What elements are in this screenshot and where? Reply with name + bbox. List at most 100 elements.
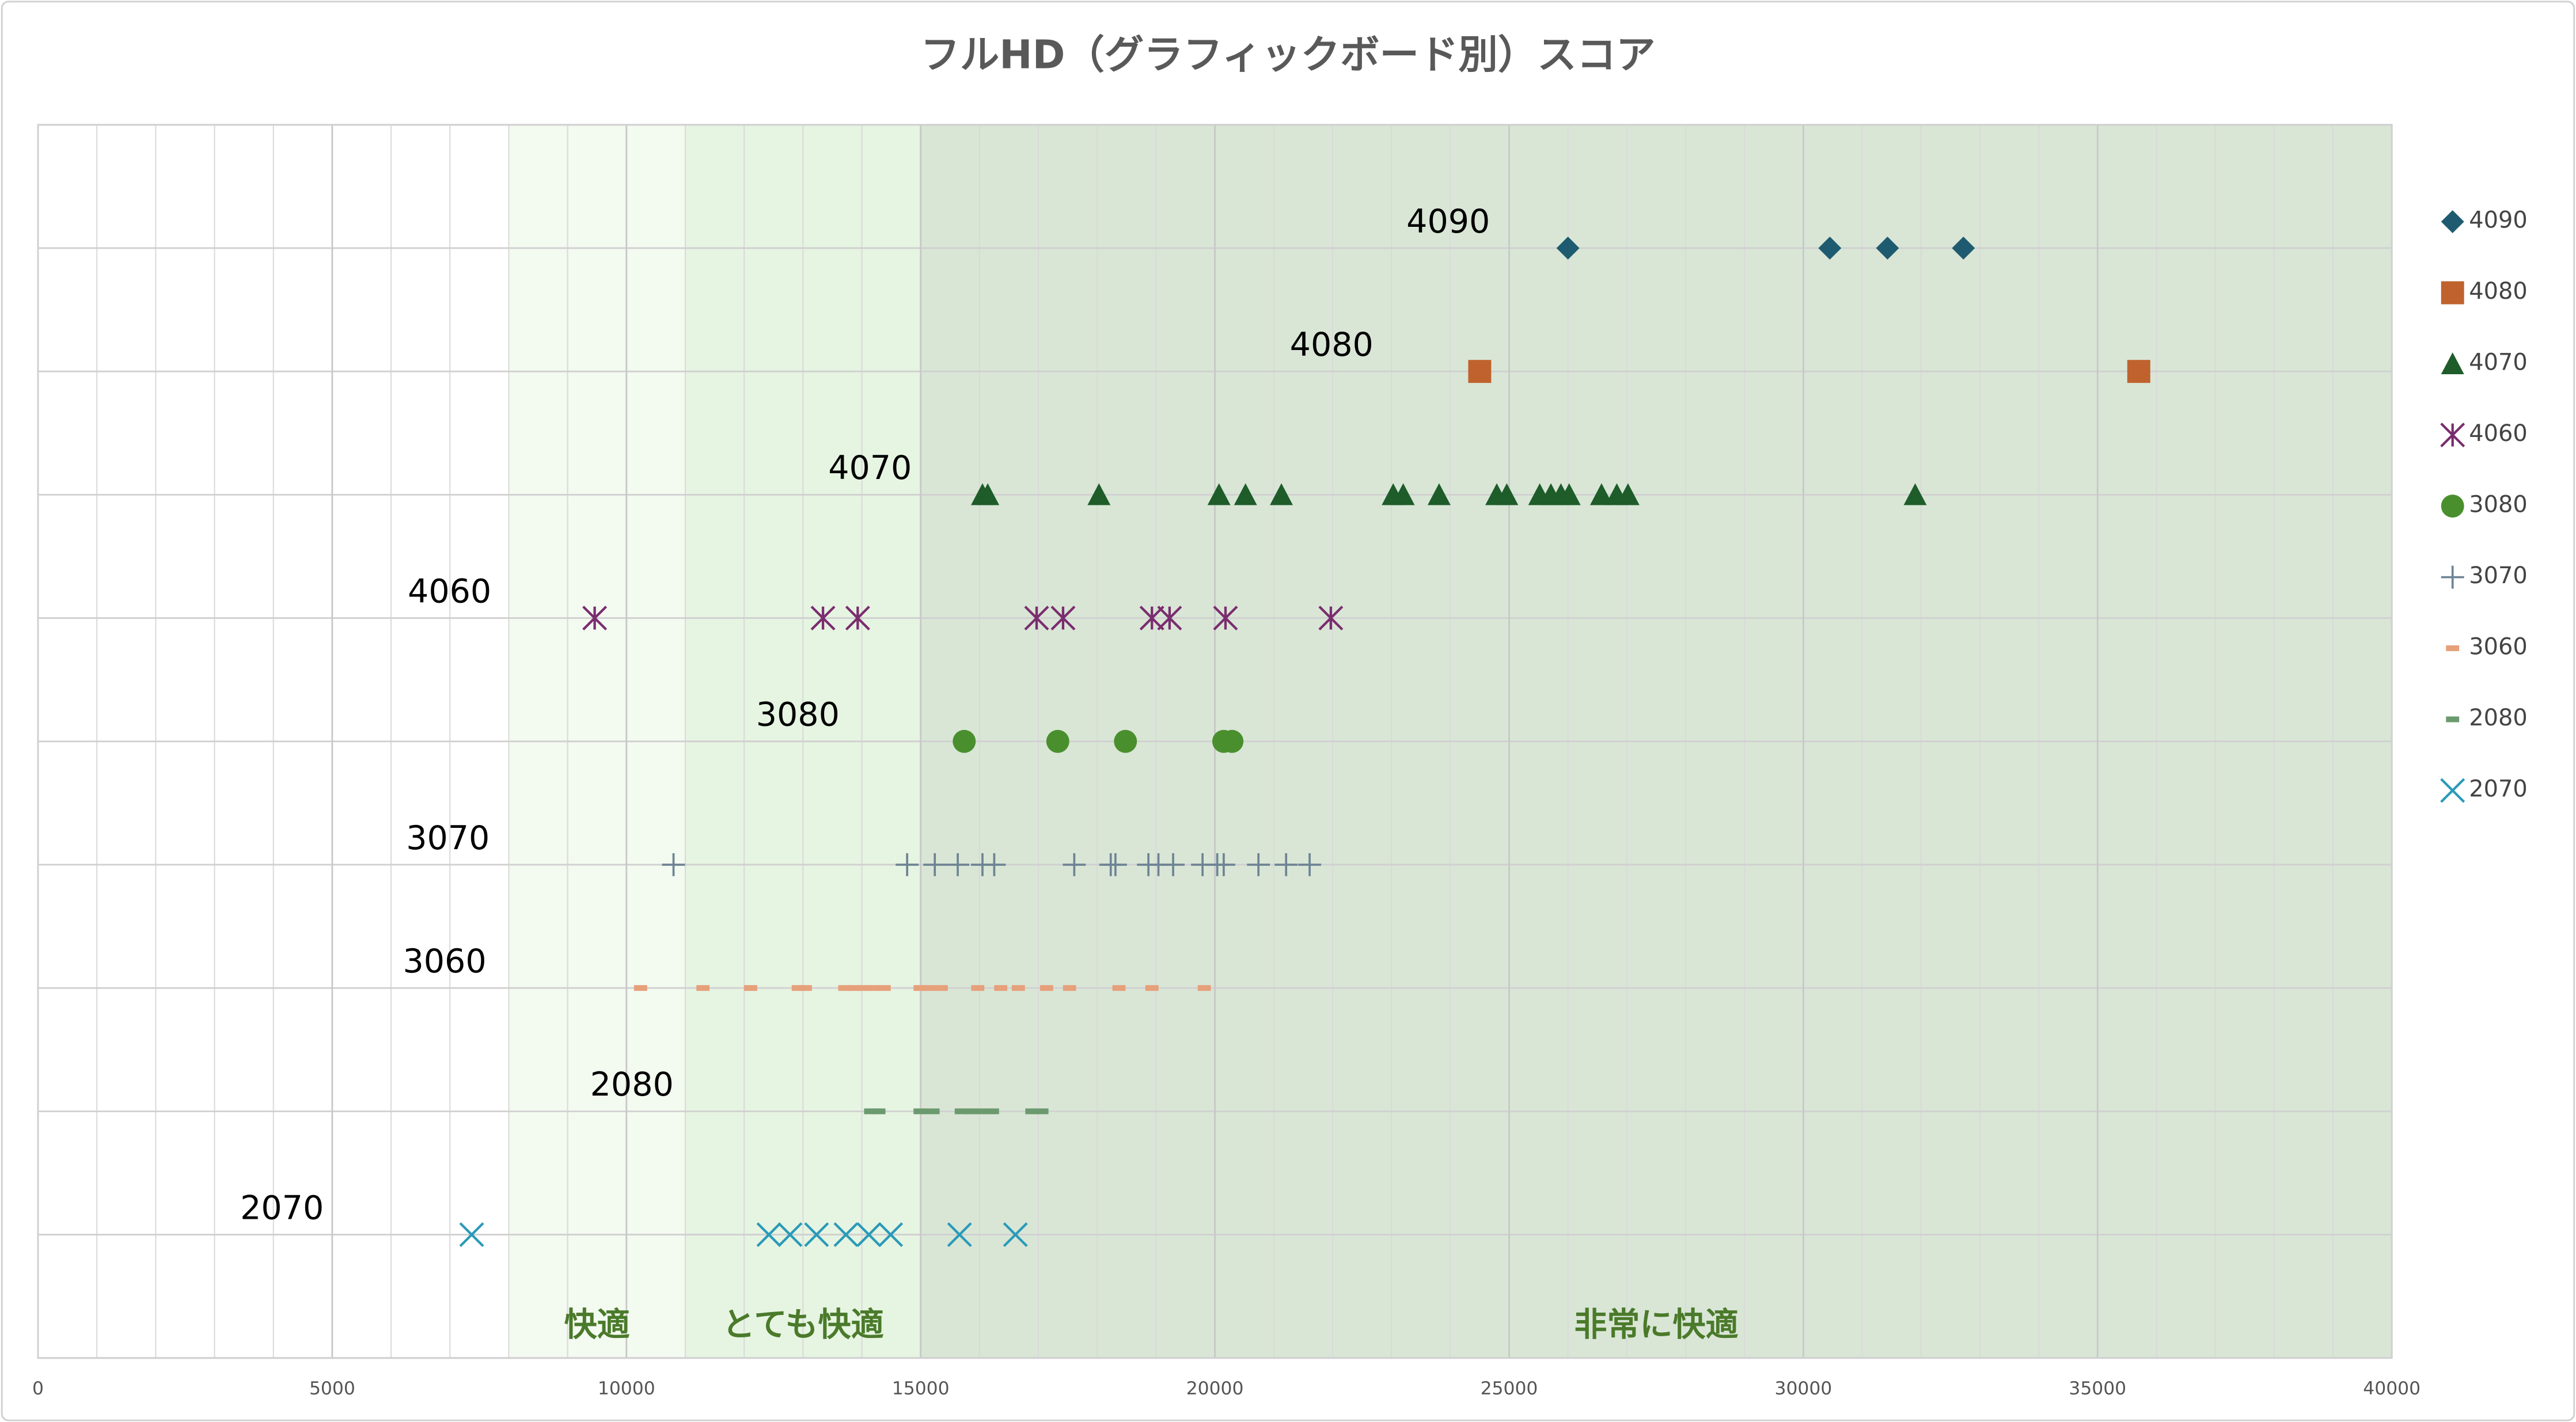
legend-label: 4070 — [2469, 349, 2528, 376]
zone-label: 快適 — [564, 1306, 630, 1344]
row-label: 3070 — [406, 819, 490, 857]
point — [947, 1222, 972, 1248]
point-shape — [756, 1222, 781, 1248]
point — [976, 483, 1000, 505]
point-shape — [2440, 778, 2465, 803]
point — [1616, 483, 1640, 505]
point-shape — [2441, 495, 2464, 518]
legend-label: 2070 — [2469, 776, 2528, 803]
point-shape — [1247, 853, 1270, 876]
point-shape — [1103, 853, 1127, 876]
point-shape — [2440, 423, 2465, 448]
point — [1207, 483, 1231, 505]
legend-label: 4080 — [2469, 278, 2528, 305]
legend-label: 4060 — [2469, 420, 2528, 447]
point — [1024, 606, 1049, 631]
point-shape — [2441, 565, 2464, 589]
point-shape — [2127, 360, 2150, 383]
row-label: 4070 — [828, 449, 912, 487]
point — [804, 1222, 829, 1248]
point — [1003, 1222, 1028, 1248]
point — [756, 1222, 781, 1248]
point — [1391, 483, 1415, 505]
point-shape — [953, 729, 976, 753]
point-shape — [1207, 483, 1231, 505]
point-shape — [1234, 483, 1257, 505]
point — [833, 1222, 859, 1248]
x-tick-label: 0 — [32, 1378, 44, 1399]
point-shape — [1318, 606, 1344, 631]
point-shape — [1212, 853, 1235, 876]
row-label: 3060 — [403, 942, 486, 980]
point-shape — [1557, 483, 1581, 505]
point-shape — [1003, 1222, 1028, 1248]
zone-label: とても快適 — [722, 1306, 884, 1344]
point — [1162, 853, 1185, 876]
point-shape — [1427, 483, 1451, 505]
row-label: 3080 — [756, 696, 840, 734]
point — [946, 853, 970, 876]
point — [1087, 483, 1111, 505]
point — [1495, 483, 1519, 505]
point — [777, 1222, 803, 1248]
point — [582, 606, 608, 631]
point-shape — [1274, 853, 1298, 876]
x-tick-label: 20000 — [1186, 1378, 1244, 1399]
point-shape — [1220, 729, 1244, 753]
point-shape — [856, 1222, 882, 1248]
point — [923, 853, 947, 876]
point — [459, 1222, 484, 1248]
row-label: 2070 — [240, 1189, 324, 1227]
point-shape — [947, 1222, 972, 1248]
point — [1114, 729, 1137, 753]
point-shape — [2441, 281, 2464, 305]
point — [1247, 853, 1270, 876]
point-shape — [1139, 606, 1164, 631]
point-shape — [1157, 606, 1182, 631]
point-shape — [662, 853, 685, 876]
point-shape — [777, 1222, 803, 1248]
legend-label: 4090 — [2469, 207, 2528, 234]
point — [1903, 483, 1927, 505]
point-shape — [833, 1222, 859, 1248]
x-tick-label: 35000 — [2069, 1378, 2126, 1399]
point — [1103, 853, 1127, 876]
point — [1046, 729, 1069, 753]
point — [953, 729, 976, 753]
point-shape — [810, 606, 836, 631]
point — [1589, 483, 1613, 505]
point — [878, 1222, 904, 1248]
point — [1234, 483, 1257, 505]
plot-border — [37, 124, 2393, 1359]
point — [1274, 853, 1298, 876]
legend-marker — [2441, 281, 2464, 305]
row-label: 4090 — [1406, 203, 1490, 241]
legend-label: 3080 — [2469, 492, 2528, 518]
chart-title: フルHD（グラフィックボード別）スコア — [920, 32, 1655, 78]
point — [1139, 606, 1164, 631]
point-shape — [1162, 853, 1185, 876]
point-shape — [1391, 483, 1415, 505]
legend-marker — [2441, 565, 2464, 589]
point-shape — [804, 1222, 829, 1248]
point-shape — [1616, 483, 1640, 505]
point — [1557, 483, 1581, 505]
legend-marker — [2440, 778, 2465, 803]
point-shape — [1114, 729, 1137, 753]
point — [982, 853, 1006, 876]
point — [1063, 853, 1086, 876]
x-tick-label: 15000 — [892, 1378, 950, 1399]
point-shape — [878, 1222, 904, 1248]
row-label: 2080 — [590, 1066, 674, 1104]
point-shape — [1063, 853, 1086, 876]
point — [1212, 853, 1235, 876]
point — [1220, 729, 1244, 753]
legend-label: 3060 — [2469, 634, 2528, 660]
point-shape — [1903, 483, 1927, 505]
point-shape — [1589, 483, 1613, 505]
legend-marker — [2441, 352, 2464, 375]
point-shape — [1270, 483, 1293, 505]
row-label: 4060 — [408, 572, 491, 610]
point-shape — [1050, 606, 1076, 631]
